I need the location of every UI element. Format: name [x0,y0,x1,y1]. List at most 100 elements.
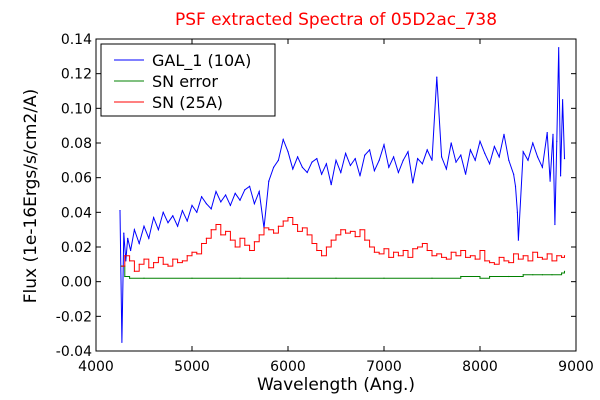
data-point [441,156,443,158]
data-point [205,203,207,205]
data-point [561,256,563,258]
data-point [220,234,222,236]
data-point [123,232,125,234]
data-point [549,180,551,182]
data-point [431,255,433,257]
data-point [325,246,327,248]
y-tick-label: -0.04 [56,344,92,360]
data-point [489,262,491,264]
data-point [301,166,303,168]
data-point [513,173,515,175]
data-point [554,223,556,226]
x-tick-label: 8000 [462,359,498,375]
y-tick-label: 0.08 [61,136,92,152]
data-point [130,249,132,252]
data-point [229,204,231,206]
data-point [263,227,265,229]
data-point [373,170,375,172]
data-point [378,253,380,255]
series-line-2 [121,265,565,279]
data-point [469,149,471,151]
legend-label: SN error [152,72,218,91]
data-point [465,256,467,258]
data-point [215,190,217,193]
data-point [551,260,553,262]
data-point [181,210,183,212]
data-point [455,255,457,257]
y-axis-title: Flux (1e-16Ergs/s/cm2/A) [21,89,41,304]
data-point [234,192,236,194]
data-point [561,272,563,274]
data-point [469,255,471,257]
data-point [514,185,517,187]
data-point [127,237,129,239]
data-point [138,263,140,265]
y-tick-label: 0.02 [61,240,92,256]
plot-frame [95,38,577,352]
data-point [287,151,289,153]
data-point [455,161,457,163]
data-point [311,242,313,245]
data-point [325,163,327,165]
data-point [335,159,337,161]
data-point [465,173,467,175]
data-point [191,204,193,206]
data-point [522,274,524,276]
data-point [421,242,423,245]
y-tick-label: 0.00 [61,275,92,291]
data-point [306,234,308,236]
data-point [508,275,510,278]
legend: GAL_1 (10A)SN error SN (25A) [100,43,276,117]
data-point [378,159,380,161]
data-point [153,262,155,264]
data-point [205,237,207,239]
data-point [191,251,193,253]
data-point [177,262,179,264]
data-point [229,239,231,241]
data-point [167,265,169,267]
data-point [330,239,332,241]
data-point [345,152,347,154]
data-point [268,180,270,182]
data-point [493,263,495,265]
data-point [436,253,438,255]
data-point [431,159,433,161]
data-point [369,246,371,248]
data-point [121,265,123,267]
data-point [340,229,342,231]
data-point [244,189,246,191]
data-point [268,229,270,231]
data-point [532,251,534,253]
data-point [119,210,121,212]
data-point [503,133,505,135]
data-point [393,156,395,158]
data-point [133,229,135,231]
data-point [239,277,241,279]
x-tick-label: 7000 [366,359,402,375]
data-point [388,256,390,258]
data-point [537,256,539,258]
data-point [532,274,534,276]
data-point [239,237,241,239]
data-point [373,251,375,253]
data-point [517,258,520,260]
data-point [177,225,179,227]
data-point [210,229,212,231]
data-point [479,140,481,142]
data-point [225,230,227,232]
data-point [172,215,174,217]
data-point [426,249,428,252]
y-tick-label: -0.02 [56,309,92,325]
data-point [560,175,562,177]
data-point [258,234,260,236]
data-point [556,140,558,142]
legend-box [100,43,276,117]
data-point [162,263,164,265]
data-point [407,151,409,153]
data-point [121,341,123,343]
data-point [407,256,409,258]
data-point [297,230,299,232]
data-point [460,154,462,156]
data-point [537,156,539,158]
